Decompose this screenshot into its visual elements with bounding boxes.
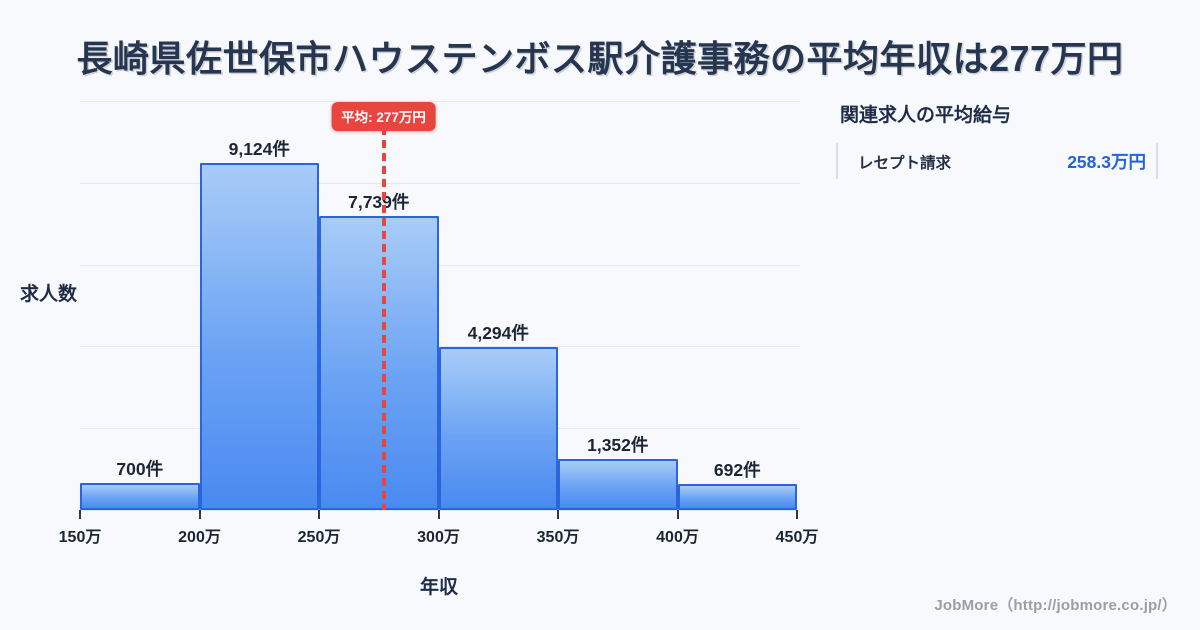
- histogram-bar: [677, 483, 797, 510]
- x-axis-tick: [437, 510, 440, 519]
- chart-title: 長崎県佐世保市ハウステンボス駅介護事務の平均年収は277万円: [76, 38, 1124, 79]
- x-axis-tick: [796, 510, 798, 519]
- x-tick-label: 400万: [656, 529, 699, 546]
- bar-value-label: 1,352件: [587, 434, 649, 455]
- average-salary-badge: 平均: 277万円: [331, 102, 436, 131]
- x-axis-tick: [676, 510, 679, 519]
- histogram-bar: [319, 215, 439, 510]
- x-tick-label: 200万: [178, 529, 221, 546]
- x-tick-label: 350万: [536, 529, 580, 546]
- histogram-bar: [199, 162, 319, 510]
- histogram-bar: [558, 458, 678, 510]
- x-axis-tick: [198, 510, 201, 519]
- x-axis-title: 年収: [419, 577, 458, 598]
- x-axis-line: [80, 510, 800, 511]
- related-job-label: レセプト請求: [858, 155, 952, 172]
- x-tick-label: 250万: [297, 529, 341, 546]
- x-tick-label: 300万: [417, 529, 460, 546]
- x-tick-label: 150万: [58, 529, 102, 546]
- grid-line: [80, 101, 800, 102]
- y-axis-title: 求人数: [20, 284, 78, 305]
- related-job-row: レセプト請求 258.3万円: [836, 143, 1158, 179]
- related-jobs-heading: 関連求人の平均給与: [840, 105, 1012, 126]
- average-salary-line: [382, 127, 386, 510]
- bar-value-label: 692件: [713, 459, 761, 480]
- footer-credit: JobMore（http://jobmore.co.jp/）: [934, 597, 1177, 614]
- grid-line: [80, 264, 800, 266]
- bar-value-label: 4,294件: [467, 322, 529, 343]
- bar-value-label: 7,739件: [348, 191, 410, 212]
- x-tick-label: 450万: [775, 529, 819, 546]
- x-axis-tick: [557, 510, 559, 519]
- histogram-bar: [80, 483, 200, 510]
- grid-line: [80, 182, 800, 184]
- bar-value-label: 9,124件: [228, 138, 290, 159]
- x-axis-tick: [318, 510, 320, 519]
- bar-value-label: 700件: [116, 459, 164, 480]
- x-axis-tick: [79, 510, 81, 519]
- related-job-salary-value: 258.3万円: [1067, 152, 1146, 172]
- histogram-bar: [438, 346, 558, 510]
